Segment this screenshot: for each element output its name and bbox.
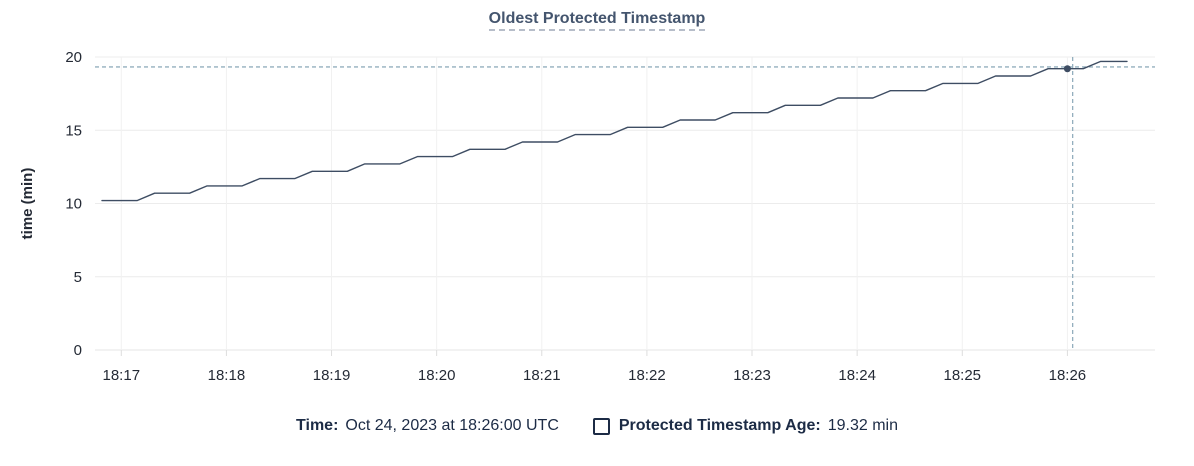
series-swatch-icon (592, 417, 610, 435)
x-tick-label: 18:17 (103, 367, 141, 384)
series-label: Protected Timestamp Age: (618, 417, 821, 434)
y-tick-label: 10 (65, 196, 82, 213)
x-tick-label: 18:20 (418, 367, 456, 384)
hover-legend: Time: Oct 24, 2023 at 18:26:00 UTC Prote… (0, 417, 1194, 435)
time-label: Time: (296, 417, 339, 434)
hover-point-marker (1063, 65, 1071, 73)
hover-series-group: Protected Timestamp Age: 19.32 min (592, 417, 898, 435)
x-tick-label: 18:26 (1049, 367, 1087, 384)
chart-title-row: Oldest Protected Timestamp (0, 10, 1194, 31)
chart-canvas[interactable]: 0 5 10 15 20 18:17 18:18 18:19 18:20 18:21 18:22 18… (0, 0, 1194, 400)
x-tick-label: 18:25 (943, 367, 981, 384)
y-axis-title: time (min) (19, 168, 36, 240)
y-tick-label: 20 (65, 49, 82, 66)
time-value: Oct 24, 2023 at 18:26:00 UTC (345, 417, 559, 434)
hover-time-group: Time: Oct 24, 2023 at 18:26:00 UTC (296, 417, 559, 435)
x-tick-label: 18:21 (523, 367, 561, 384)
chart-title[interactable]: Oldest Protected Timestamp (488, 10, 706, 31)
y-tick-label: 5 (74, 269, 82, 286)
x-tick-label: 18:24 (838, 367, 876, 384)
x-tick-label: 18:19 (313, 367, 351, 384)
x-tick-label: 18:22 (628, 367, 666, 384)
y-tick-label: 0 (74, 342, 82, 359)
x-tick-label: 18:18 (208, 367, 246, 384)
x-tick-label: 18:23 (733, 367, 771, 384)
series-line (101, 60, 1128, 202)
series-value: 19.32 min (827, 417, 898, 434)
y-tick-label: 15 (65, 122, 82, 139)
